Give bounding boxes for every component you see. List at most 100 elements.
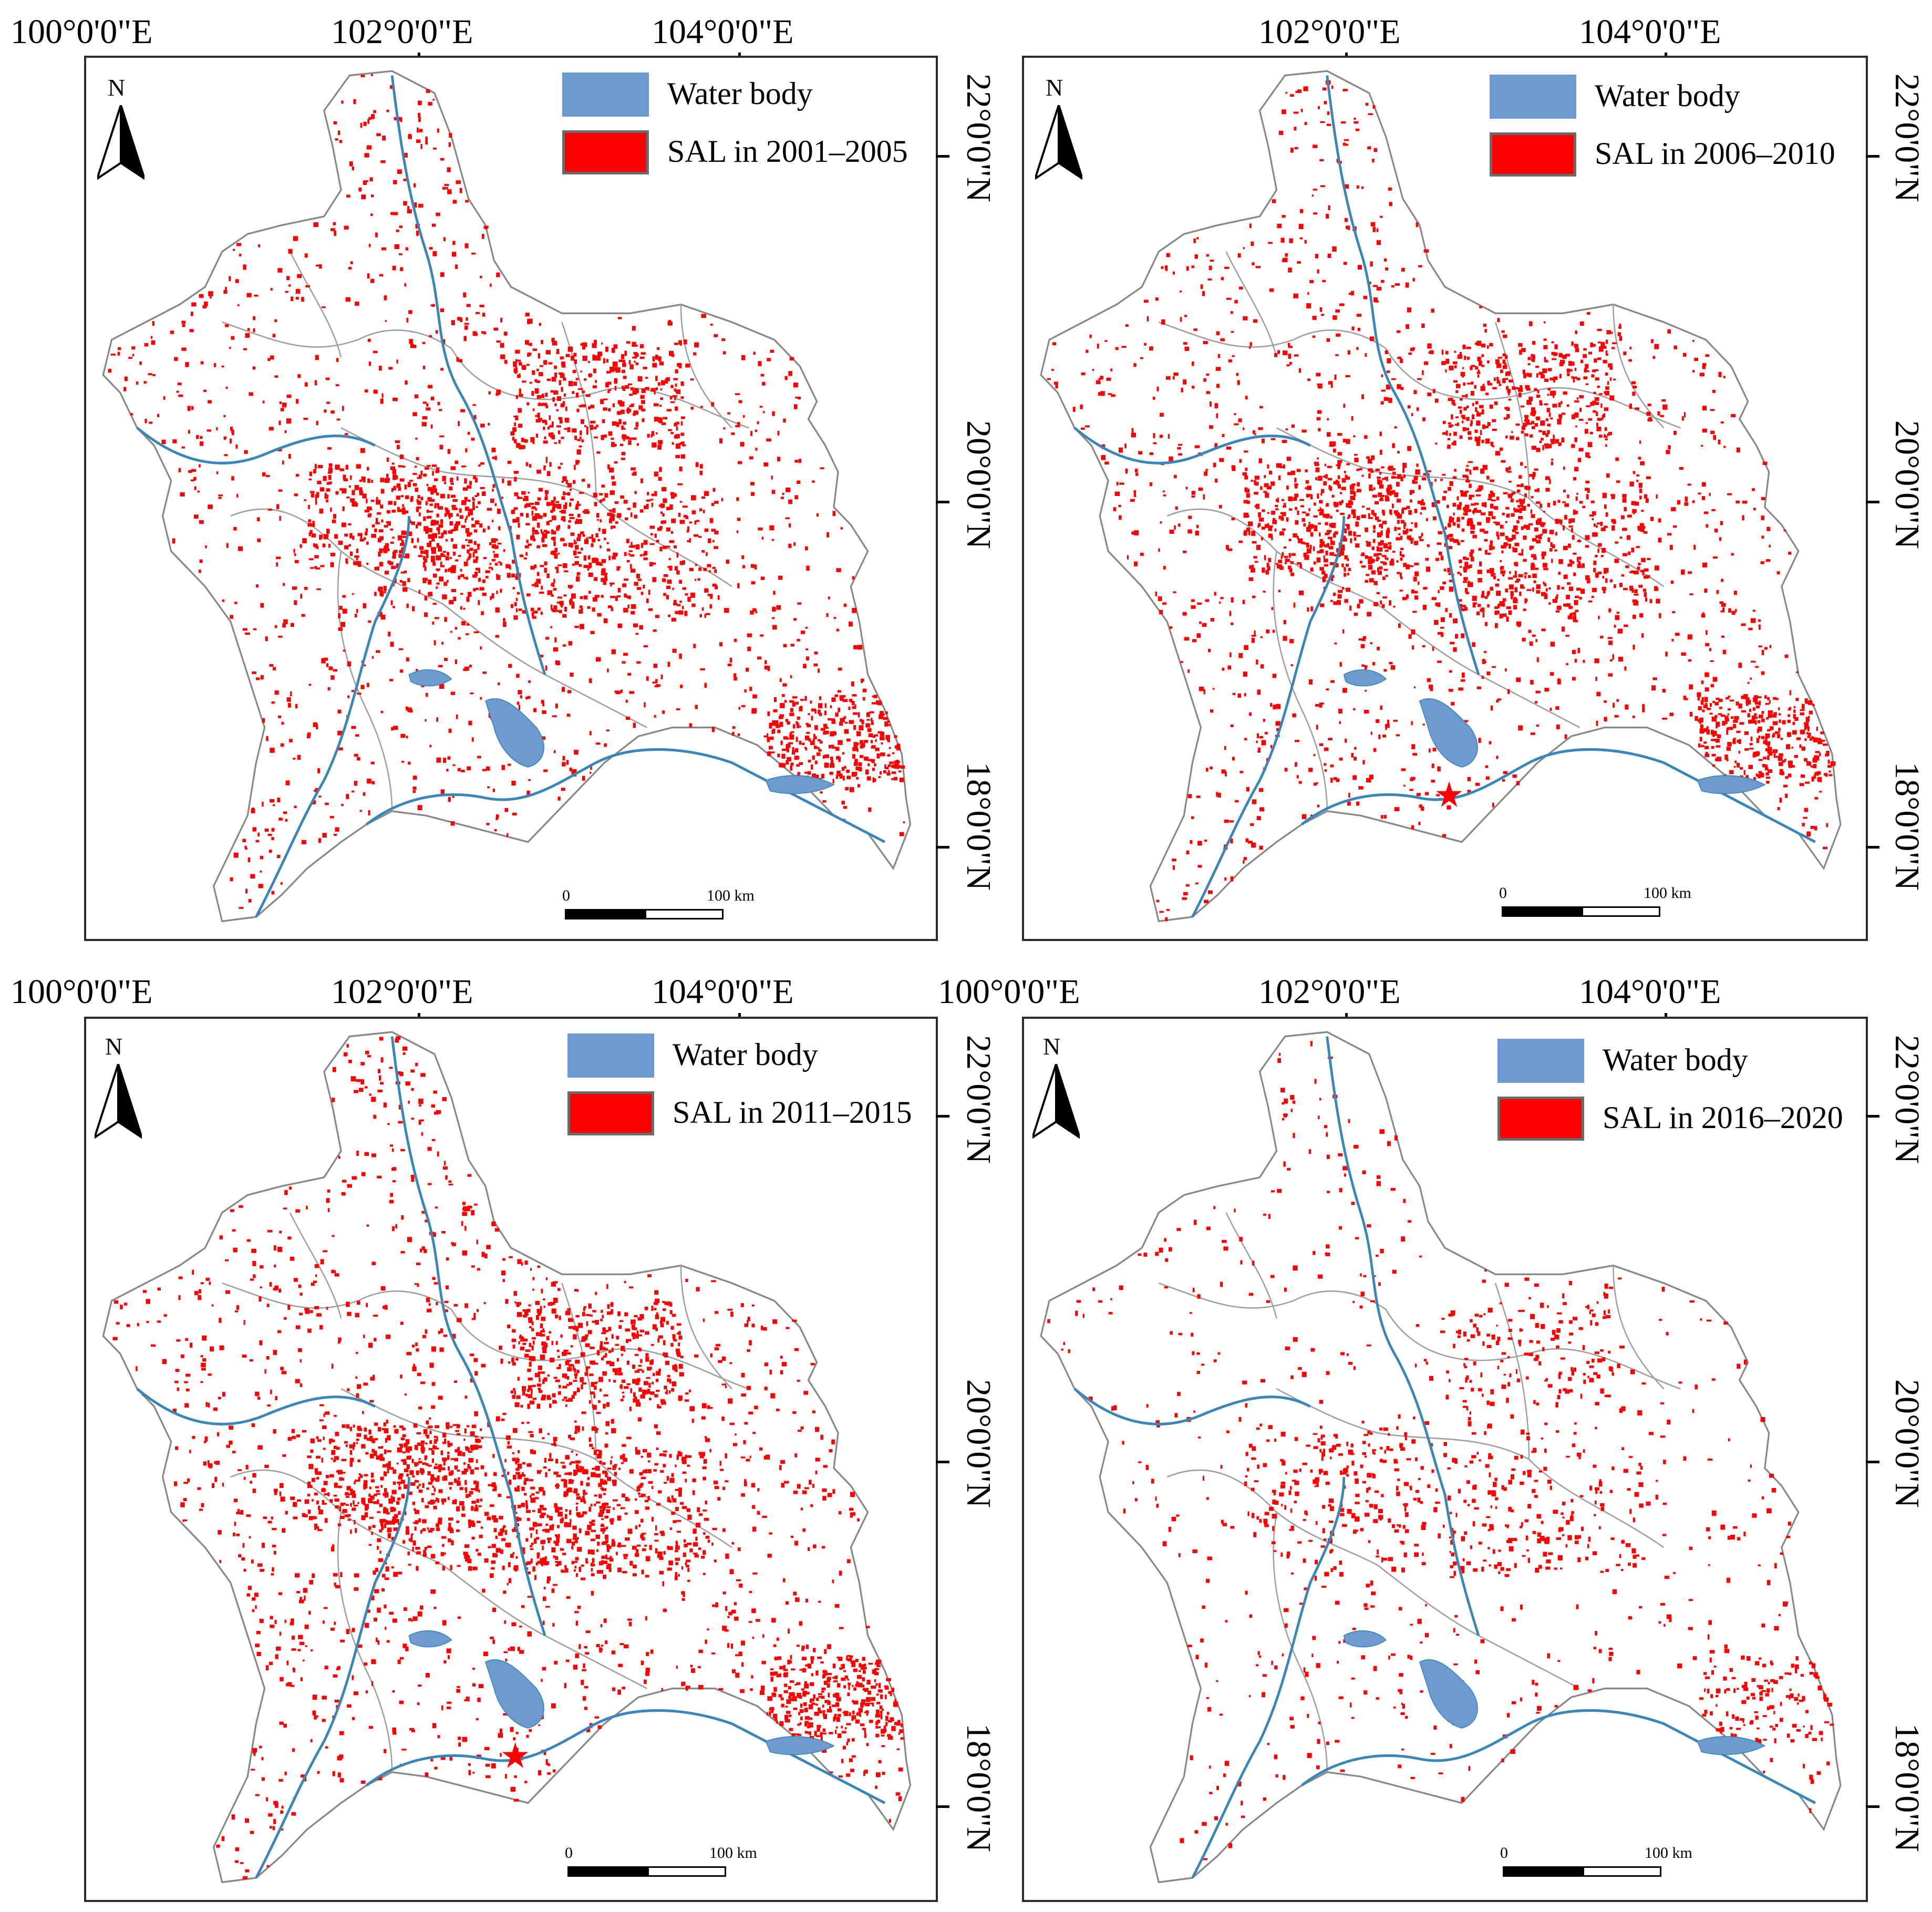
- sal-patch: [1720, 706, 1722, 709]
- sal-patch: [1510, 436, 1514, 440]
- sal-patch: [367, 514, 371, 518]
- sal-patch: [1227, 548, 1233, 551]
- sal-patch: [1389, 600, 1391, 606]
- sal-patch: [1258, 523, 1261, 527]
- sal-patch: [199, 294, 204, 298]
- sal-patch: [448, 530, 453, 534]
- sal-patch: [870, 740, 873, 743]
- sal-patch: [454, 627, 458, 630]
- sal-patch: [1268, 536, 1272, 538]
- sal-patch: [1370, 731, 1372, 735]
- sal-patch: [1517, 387, 1523, 392]
- sal-patch: [341, 522, 346, 528]
- sal-patch: [570, 498, 574, 501]
- sal-patch: [422, 556, 426, 560]
- sal-patch: [326, 529, 330, 534]
- sal-patch: [330, 552, 336, 556]
- sal-patch: [709, 570, 711, 573]
- sal-patch: [1206, 373, 1210, 376]
- sal-patch: [247, 328, 250, 331]
- sal-patch: [1662, 404, 1668, 410]
- sal-patch: [1324, 769, 1327, 772]
- sal-patch: [848, 622, 853, 627]
- sal-patch: [1482, 613, 1484, 618]
- sal-patch: [1502, 574, 1505, 577]
- sal-patch: [1178, 523, 1181, 527]
- sal-patch: [431, 557, 435, 563]
- sal-patch: [1644, 592, 1647, 597]
- sal-patch: [1427, 544, 1430, 547]
- sal-patch: [218, 494, 223, 497]
- sal-patch: [871, 745, 876, 748]
- sal-patch: [1543, 567, 1548, 571]
- sal-patch: [1497, 604, 1500, 608]
- sal-patch: [380, 710, 384, 714]
- sal-patch: [1386, 530, 1390, 534]
- sal-patch: [1527, 363, 1531, 366]
- sal-patch: [1177, 443, 1183, 446]
- sal-patch: [518, 423, 523, 428]
- sal-patch: [1552, 358, 1557, 360]
- sal-patch: [1543, 321, 1546, 324]
- sal-patch: [1320, 603, 1325, 607]
- sal-patch: [1346, 463, 1350, 466]
- scale-end: 100 km: [707, 887, 755, 904]
- sal-patch: [1305, 469, 1308, 472]
- sal-patch: [303, 418, 308, 420]
- sal-patch: [468, 499, 471, 502]
- sal-patch: [525, 313, 530, 317]
- sal-patch: [563, 393, 566, 397]
- sal-patch: [1716, 721, 1720, 727]
- sal-patch: [1590, 500, 1595, 503]
- sal-patch: [477, 756, 481, 759]
- sal-patch: [1327, 478, 1332, 481]
- sal-patch: [540, 529, 543, 533]
- sal-patch: [453, 596, 457, 602]
- sal-patch: [1671, 507, 1676, 511]
- sal-patch: [652, 356, 655, 361]
- sal-patch: [1477, 357, 1481, 361]
- sal-patch: [1590, 342, 1593, 348]
- sal-patch: [606, 359, 609, 363]
- sal-patch: [804, 771, 809, 774]
- sal-patch: [1508, 577, 1513, 580]
- sal-patch: [511, 510, 515, 514]
- sal-patch: [464, 323, 469, 325]
- sal-patch: [465, 448, 468, 452]
- sal-patch: [675, 454, 680, 459]
- sal-patch: [1184, 346, 1189, 351]
- sal-patch: [1476, 411, 1479, 415]
- sal-patch: [1320, 492, 1323, 496]
- sal-patch: [1447, 567, 1451, 573]
- sal-patch: [711, 503, 715, 507]
- sal-patch: [1712, 700, 1716, 704]
- sal-patch: [1636, 480, 1639, 482]
- sal-patch: [1766, 526, 1771, 531]
- sal-patch: [1325, 474, 1328, 479]
- sal-patch: [1598, 543, 1602, 547]
- legend-label-sal: SAL in 2001–2005: [667, 134, 908, 169]
- sal-patch: [1752, 707, 1755, 711]
- sal-patch: [381, 519, 384, 523]
- sal-patch: [1631, 547, 1635, 553]
- sal-patch: [574, 464, 576, 470]
- sal-patch: [632, 342, 636, 347]
- sal-patch: [578, 445, 582, 448]
- sal-patch: [1116, 482, 1119, 485]
- sal-patch: [785, 487, 791, 492]
- sal-patch: [1449, 538, 1454, 542]
- sal-patch: [680, 396, 684, 399]
- sal-patch: [1585, 452, 1590, 458]
- sal-patch: [436, 717, 439, 722]
- sal-patch: [535, 433, 539, 438]
- sal-patch: [1458, 406, 1462, 409]
- sal-patch: [1713, 556, 1718, 559]
- sal-patch: [1460, 398, 1463, 401]
- sal-patch: [624, 385, 629, 389]
- sal-patch: [635, 633, 639, 635]
- sal-patch: [1514, 543, 1520, 546]
- sal-patch: [431, 549, 436, 554]
- sal-patch: [593, 492, 597, 498]
- sal-patch: [534, 564, 537, 569]
- sal-patch: [1375, 468, 1380, 471]
